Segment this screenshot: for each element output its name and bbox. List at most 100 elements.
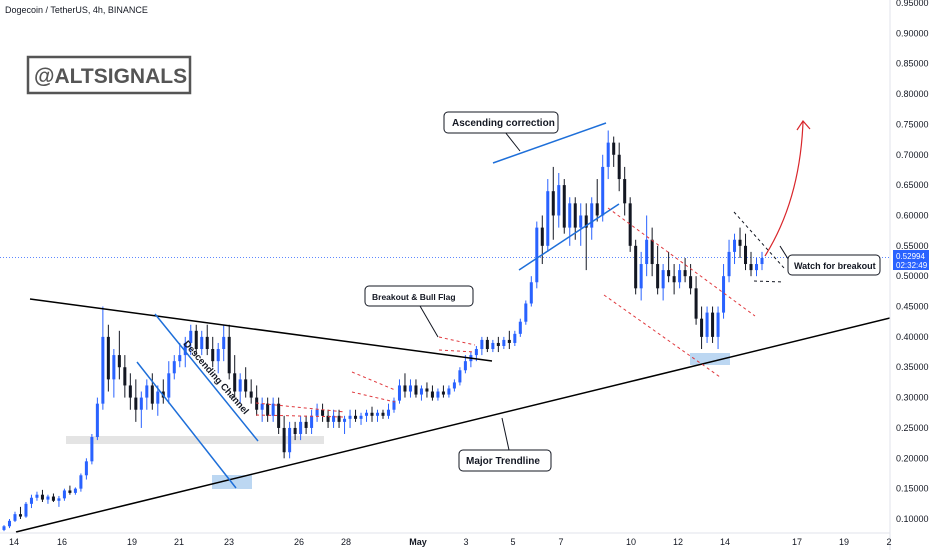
candle-bearish xyxy=(694,288,698,319)
x-tick-label: 21 xyxy=(174,537,184,547)
candle-bullish xyxy=(375,412,380,416)
y-tick-label: 0.15000 xyxy=(896,484,929,494)
candle-bearish xyxy=(540,227,544,246)
x-tick-label: 10 xyxy=(626,537,636,547)
candle-bearish xyxy=(667,270,671,277)
candle-bearish xyxy=(551,191,555,216)
candle-bullish xyxy=(502,339,506,346)
trendline-pointer xyxy=(501,417,510,451)
y-tick-label: 0.10000 xyxy=(896,514,929,524)
ascending-correction-upper xyxy=(492,122,607,164)
candle-bearish xyxy=(496,342,500,346)
y-tick-label: 0.50000 xyxy=(896,271,929,281)
candle-bullish xyxy=(365,412,369,416)
candle-bullish xyxy=(408,385,412,392)
time-axis[interactable]: 14 16 19 21 23 26 28 May 3 5 7 10 12 14 17 19 2 xyxy=(9,537,892,547)
candle-bearish xyxy=(277,403,281,428)
candle-bearish xyxy=(194,330,198,350)
candle-bullish xyxy=(535,227,539,283)
candle-bullish xyxy=(348,415,352,419)
candle-bearish xyxy=(244,379,248,392)
price-axis[interactable]: 0.95000 0.90000 0.85000 0.80000 0.75000 0.700… xyxy=(896,0,929,524)
candle-bearish xyxy=(337,415,341,422)
candle-bearish xyxy=(117,355,121,368)
bull-flag-lower xyxy=(351,391,396,403)
candle-bullish xyxy=(156,391,160,404)
candle-bullish xyxy=(397,385,401,401)
flag-lower-lower xyxy=(255,414,346,418)
candle-bearish xyxy=(628,203,632,246)
candle-bullish xyxy=(463,361,467,371)
candle-bullish xyxy=(167,373,171,398)
candle-bullish xyxy=(62,490,66,499)
candle-bearish xyxy=(617,154,621,180)
candle-bearish xyxy=(612,142,616,155)
candle-bullish xyxy=(645,239,649,265)
bull-flag-upper xyxy=(351,371,396,391)
candle-bearish xyxy=(738,239,742,246)
candle-bullish xyxy=(95,403,99,438)
svg-text:Major Trendline: Major Trendline xyxy=(466,456,540,467)
candle-bearish xyxy=(689,276,693,289)
x-tick-label: 23 xyxy=(224,537,234,547)
x-tick-label: 7 xyxy=(558,537,563,547)
watch-wedge-lower xyxy=(753,280,785,283)
trendline-touch-zone xyxy=(690,353,730,365)
candle-bullish xyxy=(57,498,61,501)
candle-bullish xyxy=(601,166,605,216)
candle-bearish xyxy=(255,397,259,410)
y-tick-label: 0.35000 xyxy=(896,362,929,372)
candle-bearish xyxy=(304,421,308,428)
candle-bullish xyxy=(200,336,204,350)
y-tick-label: 0.60000 xyxy=(896,210,929,220)
candle-bearish xyxy=(634,245,638,289)
y-tick-label: 0.45000 xyxy=(896,302,929,312)
candle-bullish xyxy=(189,330,193,343)
flag-lower-upper xyxy=(255,402,346,413)
small-flag-upper xyxy=(438,336,476,346)
candle-bullish xyxy=(90,437,94,462)
candle-bearish xyxy=(749,264,753,271)
candle-bullish xyxy=(315,409,319,416)
candle-bullish xyxy=(639,264,643,289)
candle-bullish xyxy=(112,355,116,380)
candle-bearish xyxy=(40,494,44,500)
x-tick-label: 5 xyxy=(510,537,515,547)
candle-bearish xyxy=(562,185,566,228)
descending-resistance-line xyxy=(29,298,493,362)
y-tick-label: 0.95000 xyxy=(896,0,929,8)
candle-bullish xyxy=(754,264,759,271)
candle-bearish xyxy=(623,179,627,204)
candle-bullish xyxy=(13,514,17,521)
candle-bullish xyxy=(590,203,594,228)
candle-bearish xyxy=(573,203,577,228)
candle-bullish xyxy=(29,497,33,504)
candle-bullish xyxy=(546,191,550,246)
candle-bullish xyxy=(529,282,533,304)
candle-bearish xyxy=(134,397,138,410)
candle-bearish xyxy=(700,318,704,337)
x-tick-label: 2 xyxy=(886,537,891,547)
candle-bearish xyxy=(68,490,72,493)
candle-bearish xyxy=(370,412,374,416)
candle-bearish xyxy=(430,391,434,398)
candlestick-series xyxy=(2,130,764,532)
descending-channel-upper xyxy=(154,313,259,442)
y-tick-label: 0.25000 xyxy=(896,423,929,433)
candle-bullish xyxy=(392,400,396,410)
candle-bearish xyxy=(282,427,286,453)
ascending-correction-lower xyxy=(518,203,620,271)
support-zone-box xyxy=(66,436,324,444)
candle-bullish xyxy=(79,475,83,489)
y-tick-label: 0.80000 xyxy=(896,89,929,99)
candle-bearish xyxy=(326,415,330,422)
candle-bullish xyxy=(310,415,314,428)
candle-bullish xyxy=(46,496,50,500)
svg-text:Watch for breakout: Watch for breakout xyxy=(794,261,876,271)
candle-bullish xyxy=(260,403,264,410)
candle-bearish xyxy=(205,336,209,350)
watch-wedge-upper xyxy=(733,211,785,269)
x-tick-label: 3 xyxy=(463,537,468,547)
descending-channel-lower xyxy=(136,361,237,489)
